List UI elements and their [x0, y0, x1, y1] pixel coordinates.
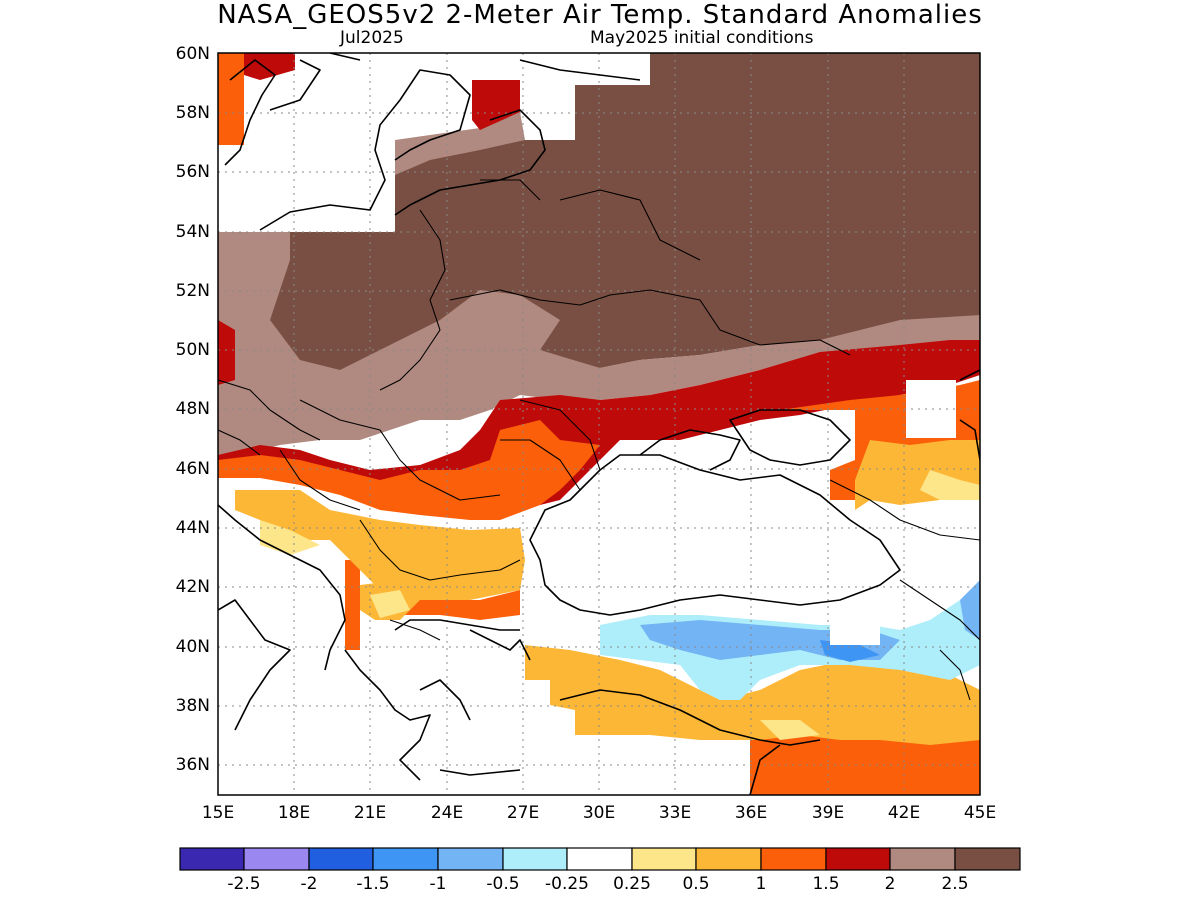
lon-label: 30E [582, 803, 616, 823]
colorbar-swatch [372, 847, 439, 871]
lon-label: 42E [887, 803, 921, 823]
anomaly-region-warm-2 [395, 112, 525, 175]
colorbar-swatch [825, 847, 891, 871]
lat-label: 58N [175, 103, 210, 123]
colorbar-swatch [437, 847, 504, 871]
anomaly-region-warm-1-5 [218, 320, 235, 385]
anomaly-region-cool-1-5 [820, 640, 880, 662]
lat-label: 40N [175, 637, 210, 657]
map-frame [217, 52, 981, 796]
anomaly-region-warm-0-25 [260, 520, 320, 555]
anomaly-field [218, 53, 980, 795]
coastlines [218, 53, 980, 795]
colorbar-swatch [308, 847, 374, 871]
colorbar-label: -0.5 [486, 874, 520, 894]
black-sea-no-data [530, 455, 900, 615]
lat-label: 54N [175, 222, 210, 242]
colorbar-label: 0.25 [613, 874, 651, 894]
anomaly-region-warm-0-25 [760, 720, 820, 740]
lat-label: 56N [175, 162, 210, 182]
colorbar-label: 0.5 [682, 874, 710, 894]
colorbar-swatch [502, 847, 568, 871]
lon-label: 21E [353, 803, 387, 823]
colorbar-swatch [243, 847, 310, 871]
valid-month-label: Jul2025 [340, 28, 404, 48]
anomaly-region-warm-1 [218, 420, 600, 520]
lat-label: 52N [175, 281, 210, 301]
colorbar-label: -0.25 [545, 874, 589, 894]
anomaly-region-warm-1-5 [244, 53, 295, 80]
colorbar-label: -2.5 [227, 874, 261, 894]
colorbar-label: 1.5 [812, 874, 840, 894]
lon-label: 27E [506, 803, 540, 823]
colorbar [179, 847, 1021, 871]
anomaly-region-warm-0-25 [370, 590, 410, 618]
lat-label: 60N [175, 44, 210, 64]
anomaly-region-warm-0-5 [235, 490, 525, 600]
lat-label: 36N [175, 755, 210, 775]
lon-label: 24E [430, 803, 464, 823]
lat-label: 38N [175, 696, 210, 716]
lat-label: 48N [175, 399, 210, 419]
lat-label: 42N [175, 577, 210, 597]
lon-label: 33E [658, 803, 692, 823]
anomaly-region-warm-1 [218, 53, 244, 145]
anomaly-region-warm-2 [218, 232, 980, 455]
colorbar-label: -2 [300, 874, 318, 894]
init-conditions-label: May2025 initial conditions [590, 28, 814, 48]
anomaly-region-warm-1-5 [472, 80, 520, 130]
country-borders [218, 179, 980, 701]
anomaly-region-warm-0-5 [525, 645, 980, 745]
lat-label: 46N [175, 459, 210, 479]
lon-label: 15E [201, 803, 235, 823]
colorbar-swatch [631, 847, 697, 871]
colorbar-swatch [889, 847, 956, 871]
lat-label: 50N [175, 340, 210, 360]
colorbar-swatch [566, 847, 633, 871]
map-title: NASA_GEOS5v2 2-Meter Air Temp. Standard … [217, 0, 983, 30]
anomaly-region-warm-0-25 [920, 470, 980, 500]
colorbar-label: -1 [429, 874, 447, 894]
gridlines [218, 53, 980, 795]
lon-label: 45E [963, 803, 997, 823]
colorbar-label: -1.5 [356, 874, 390, 894]
lon-label: 39E [811, 803, 845, 823]
colorbar-label: 2 [884, 874, 896, 894]
colorbar-swatch [179, 847, 245, 871]
colorbar-swatch [760, 847, 827, 871]
colorbar-swatch [695, 847, 762, 871]
lon-label: 18E [277, 803, 311, 823]
anomaly-region-warm-1 [345, 560, 360, 650]
colorbar-swatch [954, 847, 1021, 871]
colorbar-label: 2.5 [941, 874, 969, 894]
colorbar-label: 1 [755, 874, 767, 894]
lat-label: 44N [175, 518, 210, 538]
lon-label: 36E [734, 803, 768, 823]
